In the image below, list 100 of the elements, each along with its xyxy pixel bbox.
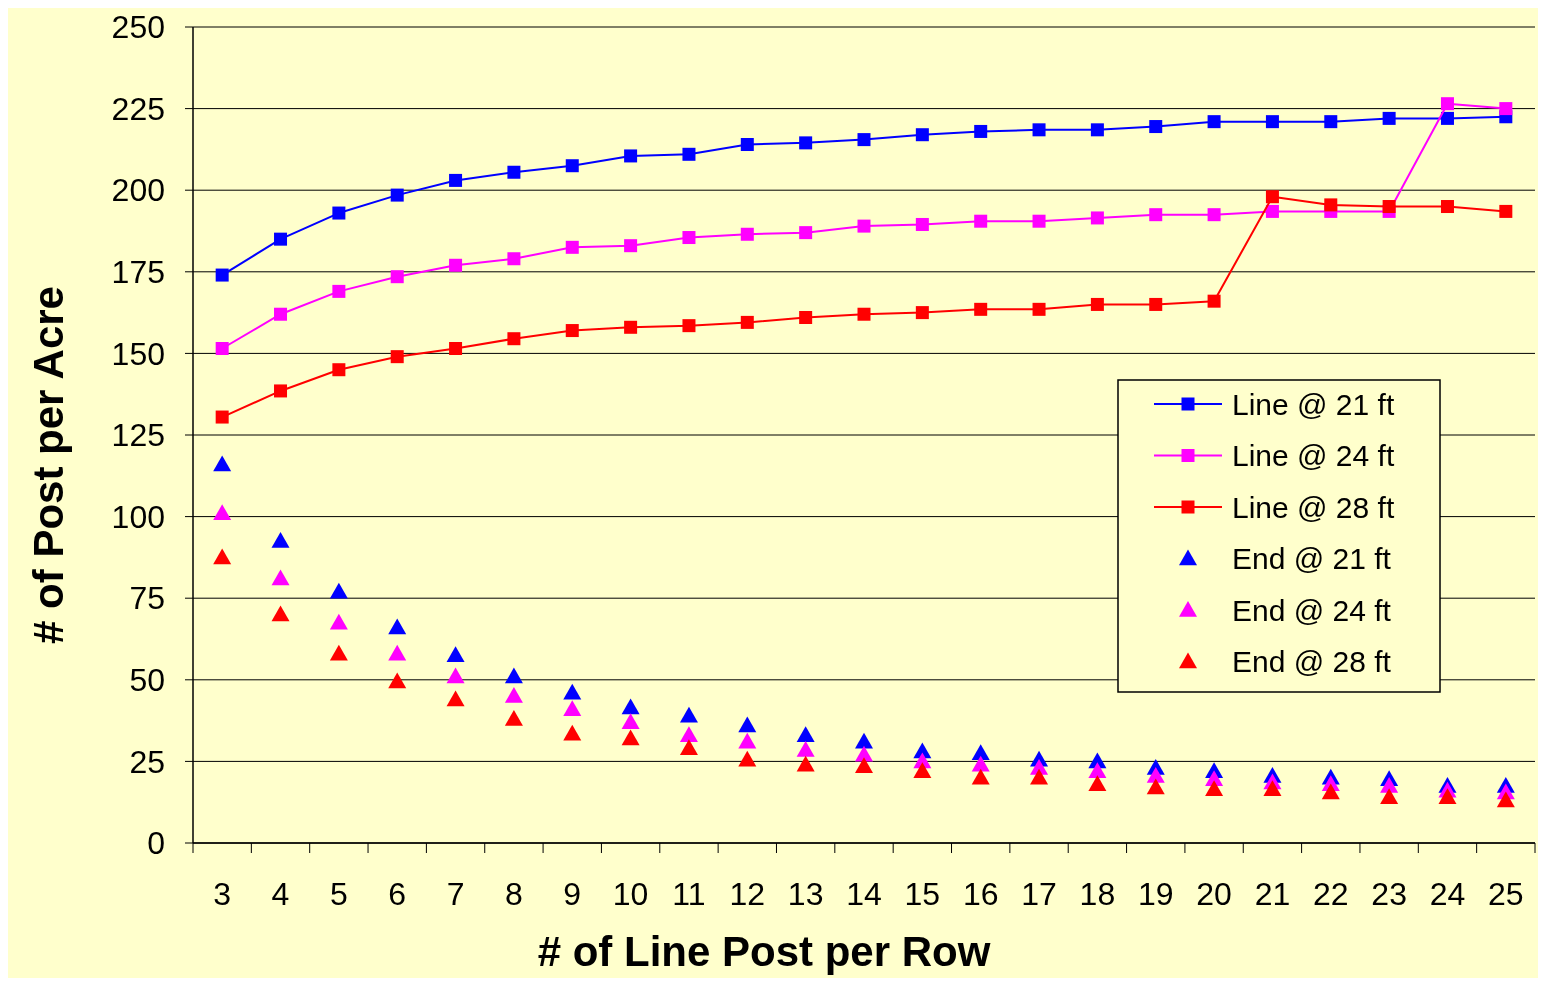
point	[621, 698, 640, 715]
point	[565, 240, 579, 254]
point	[857, 133, 871, 147]
point	[274, 307, 288, 321]
x-tick-label: 12	[729, 876, 766, 912]
point	[388, 672, 407, 689]
legend-label: End @ 21 ft	[1232, 542, 1392, 575]
point	[915, 306, 929, 320]
x-tick-label: 21	[1254, 876, 1291, 912]
x-tick-label: 6	[388, 876, 407, 912]
point	[1149, 120, 1163, 134]
point	[1265, 190, 1279, 204]
x-tick-label: 24	[1429, 876, 1466, 912]
point	[1382, 111, 1396, 125]
point	[1324, 115, 1338, 129]
x-tick-label: 18	[1079, 876, 1116, 912]
point	[213, 548, 232, 565]
point	[215, 268, 229, 282]
point	[1438, 788, 1457, 805]
x-tick-label: 19	[1137, 876, 1174, 912]
point	[682, 319, 696, 333]
point	[796, 755, 815, 772]
point	[565, 324, 579, 338]
point	[213, 455, 232, 472]
point	[740, 315, 754, 329]
point	[679, 706, 698, 723]
point	[329, 613, 348, 630]
point	[1380, 776, 1399, 793]
point	[682, 231, 696, 245]
point	[738, 716, 757, 733]
x-tick-label: 15	[904, 876, 941, 912]
x-tick-label: 9	[563, 876, 582, 912]
point	[738, 750, 757, 767]
point	[799, 311, 813, 324]
y-tick-label: 100	[111, 498, 165, 535]
point	[679, 726, 698, 743]
point	[332, 206, 346, 220]
point	[1207, 115, 1221, 129]
point	[971, 768, 990, 785]
point	[329, 582, 348, 599]
point	[1380, 788, 1399, 805]
legend-label: End @ 28 ft	[1232, 645, 1392, 678]
point	[213, 504, 232, 521]
point	[504, 667, 523, 684]
point	[796, 726, 815, 743]
point	[271, 605, 290, 622]
point	[332, 284, 346, 298]
point	[449, 342, 463, 355]
point	[563, 724, 582, 741]
point	[1146, 778, 1165, 795]
point	[971, 744, 990, 760]
point	[915, 128, 929, 142]
point	[507, 332, 521, 346]
point	[1499, 204, 1513, 218]
point	[504, 687, 523, 703]
y-tick-label: 125	[111, 417, 165, 454]
y-tick-label: 200	[111, 172, 165, 209]
point	[1499, 102, 1513, 116]
point	[329, 644, 348, 661]
point	[507, 165, 521, 179]
point	[624, 320, 638, 334]
point	[449, 173, 463, 187]
point	[565, 159, 579, 173]
point	[1090, 297, 1104, 311]
x-tick-label: 5	[329, 876, 348, 912]
point	[390, 188, 404, 202]
point	[215, 410, 229, 424]
x-tick-label: 11	[672, 876, 706, 912]
x-tick-label: 4	[271, 876, 290, 912]
point	[563, 683, 582, 700]
point	[971, 755, 990, 772]
x-tick-label: 10	[612, 876, 649, 912]
point	[271, 569, 290, 586]
x-tick-label: 23	[1371, 876, 1407, 912]
x-tick-label: 3	[213, 876, 232, 912]
point	[446, 667, 465, 684]
point	[1440, 111, 1454, 125]
x-tick-label: 14	[846, 876, 882, 912]
point	[1032, 123, 1046, 137]
point	[1032, 302, 1046, 316]
point	[1088, 775, 1107, 791]
legend-label: Line @ 28 ft	[1232, 490, 1395, 524]
y-tick-label: 175	[111, 254, 165, 290]
point	[1030, 768, 1049, 785]
x-tick-label: 8	[505, 876, 523, 912]
point	[1440, 200, 1454, 214]
x-axis-title: # of Line Post per Row	[537, 928, 991, 975]
point	[796, 740, 815, 757]
point	[507, 252, 521, 266]
point	[740, 227, 754, 241]
y-tick-label: 50	[129, 662, 165, 698]
point	[1496, 791, 1515, 808]
x-tick-label: 20	[1196, 876, 1232, 912]
point	[740, 138, 754, 151]
point	[621, 729, 640, 746]
point	[388, 618, 407, 635]
point	[1207, 294, 1221, 308]
point	[446, 646, 465, 663]
x-tick-label: 16	[962, 876, 999, 912]
point	[446, 690, 465, 707]
